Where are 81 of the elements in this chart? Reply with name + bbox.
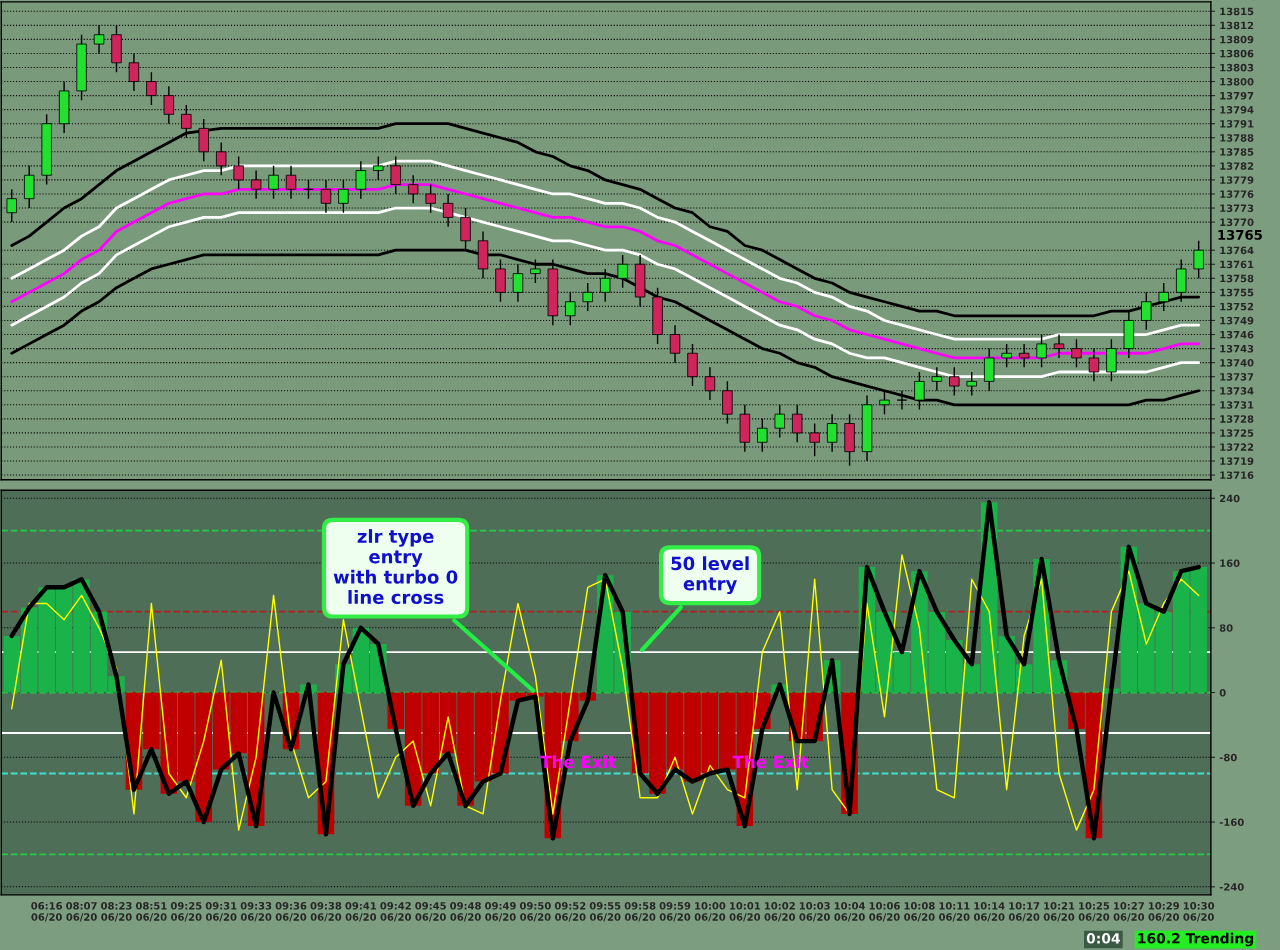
x-tick-label: 10:03 06/20 — [799, 902, 830, 922]
y-tick-label: 160 — [1220, 559, 1240, 567]
y-tick-label: 13755 — [1220, 288, 1254, 297]
line-series — [10, 159, 1201, 341]
y-tick-label: 13815 — [1220, 7, 1254, 16]
x-tick-label: 08:07 06/20 — [66, 902, 97, 922]
x-tick-label: 09:48 06/20 — [450, 902, 481, 922]
text: 160.2 Trending — [1138, 932, 1254, 947]
x-tick-label: 09:41 06/20 — [345, 902, 377, 922]
x-tick-label: 09:38 06/20 — [310, 902, 342, 922]
y-tick-label: 13761 — [1220, 260, 1254, 269]
y-tick-label: 13809 — [1220, 35, 1254, 44]
y-tick-label: 13806 — [1220, 49, 1254, 58]
y-tick-label: 13758 — [1220, 274, 1254, 283]
x-tick-label: 09:58 06/20 — [624, 902, 656, 922]
y-tick-label: 13725 — [1220, 429, 1254, 437]
text: 0:04 — [1086, 933, 1120, 944]
y-tick-label: 13788 — [1220, 134, 1254, 142]
y-tick-label: 13740 — [1220, 359, 1254, 367]
x-tick-label: 06:16 06/20 — [31, 902, 63, 922]
y-tick-label: 13776 — [1220, 190, 1254, 198]
x-tick-label: 10:29 06/20 — [1148, 902, 1180, 922]
x-tick-label: 10:21 06/20 — [1043, 902, 1075, 922]
x-tick-label: 10:27 06/20 — [1113, 902, 1145, 922]
x-tick-label: 10:01 06/20 — [729, 902, 761, 922]
y-tick-label: 13800 — [1220, 77, 1254, 86]
x-tick-label: 09:50 06/20 — [519, 902, 551, 922]
y-tick-label: 13719 — [1220, 457, 1254, 465]
y-tick-label: 13764 — [1220, 246, 1254, 255]
y-tick-label: 13731 — [1220, 401, 1254, 409]
x-tick-label: 10:11 06/20 — [939, 902, 970, 922]
annotation: 50 level entry — [671, 556, 749, 595]
candlestick — [303, 179, 314, 200]
x-tick-label: 10:25 06/20 — [1078, 902, 1110, 922]
y-tick-label: 13743 — [1220, 344, 1254, 353]
y-tick-label: 13785 — [1220, 148, 1254, 156]
y-tick-label: 13782 — [1220, 162, 1254, 170]
x-tick-label: 10:30 06/20 — [1183, 902, 1215, 922]
y-tick-label: 13716 — [1220, 471, 1254, 480]
x-tick-label: 10:08 06/20 — [904, 902, 935, 922]
y-tick-label: 13779 — [1220, 176, 1254, 184]
x-tick-label: 10:06 06/20 — [869, 902, 900, 922]
y-tick-label: 13770 — [1220, 218, 1254, 227]
y-tick-label: 240 — [1220, 494, 1240, 503]
y-tick-label: 0 — [1219, 688, 1226, 697]
y-tick-label: 13797 — [1220, 91, 1254, 100]
y-tick-label: 13749 — [1220, 316, 1254, 325]
text: 13765 — [1218, 229, 1262, 240]
x-tick-label: 09:52 06/20 — [554, 902, 586, 922]
y-tick-label: 13773 — [1220, 204, 1254, 212]
x-tick-label: 09:31 06/20 — [205, 902, 237, 922]
y-tick-label: -80 — [1219, 753, 1237, 762]
x-tick-label: 09:45 06/20 — [415, 902, 446, 922]
x-tick-label: 08:51 06/20 — [135, 902, 167, 922]
x-tick-label: 09:59 06/20 — [659, 902, 691, 922]
y-tick-label: 13728 — [1220, 415, 1254, 423]
x-tick-label: 09:55 06/20 — [589, 902, 621, 922]
y-tick-label: 13794 — [1220, 106, 1254, 114]
x-tick-label: 10:04 06/20 — [834, 902, 866, 922]
x-tick-label: 08:23 06/20 — [101, 902, 132, 922]
y-tick-label: 13737 — [1220, 373, 1254, 381]
y-tick-label: 13803 — [1220, 63, 1254, 72]
annotation: zlr type entry with turbo 0 line cross — [333, 529, 458, 605]
x-tick-label: 09:49 06/20 — [485, 902, 516, 922]
x-tick-label: 10:17 06/20 — [1008, 902, 1040, 922]
x-tick-label: 09:33 06/20 — [240, 902, 272, 922]
x-tick-label: 09:25 06/20 — [170, 902, 202, 922]
x-tick-label: 09:36 06/20 — [275, 902, 307, 922]
x-tick-label: 09:42 06/20 — [380, 902, 412, 922]
y-tick-label: -240 — [1219, 883, 1244, 891]
y-tick-label: 13734 — [1220, 387, 1254, 395]
y-tick-label: 13746 — [1220, 330, 1254, 339]
y-tick-label: 13722 — [1220, 443, 1254, 451]
y-tick-label: 13752 — [1220, 302, 1254, 311]
y-tick-label: 13812 — [1220, 21, 1254, 30]
y-tick-label: 80 — [1219, 624, 1233, 632]
x-tick-label: 10:02 06/20 — [764, 902, 796, 922]
y-tick-label: 13791 — [1220, 120, 1254, 128]
x-tick-label: 10:14 06/20 — [973, 902, 1005, 922]
y-tick-label: -160 — [1219, 818, 1244, 826]
x-tick-label: 10:00 06/20 — [694, 902, 726, 922]
